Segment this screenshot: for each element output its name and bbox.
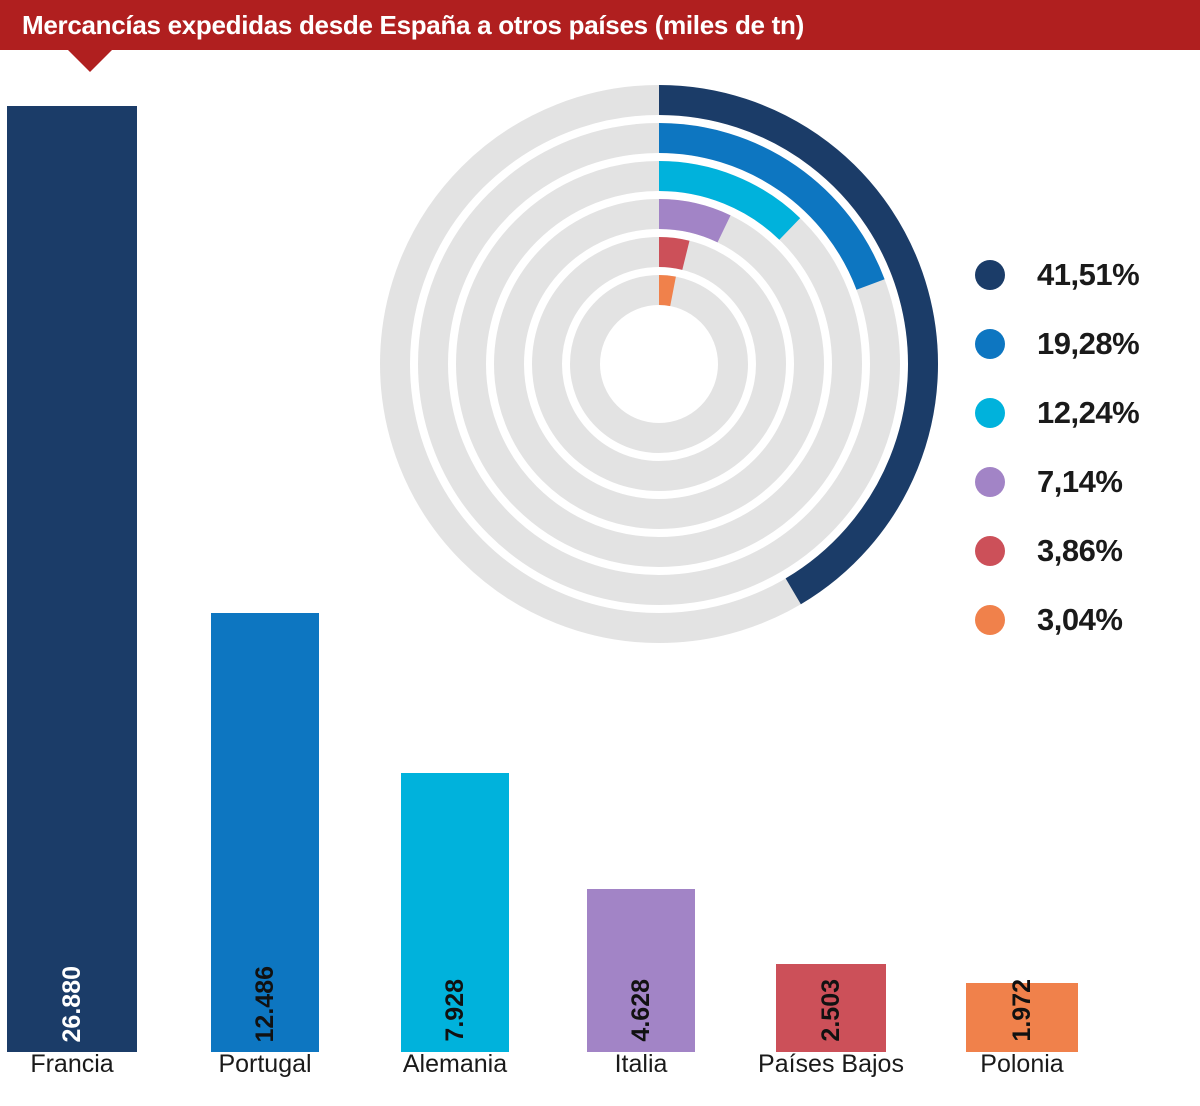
bar-group: 26.880 [7, 106, 137, 1052]
bar-value-wrapper: 26.880 [7, 966, 137, 1042]
bar-group: 1.972 [966, 979, 1078, 1052]
bar-category-label: Países Bajos [758, 1050, 904, 1078]
bar-rect[interactable] [211, 613, 319, 1052]
bar-value-wrapper: 1.972 [966, 979, 1078, 1042]
radial-arc[interactable] [658, 275, 676, 307]
bar-group: 2.503 [776, 964, 886, 1052]
bar-rect[interactable] [401, 773, 509, 1052]
bar-category-label: Alemania [402, 1050, 508, 1078]
legend-item-label: 19,28% [1037, 325, 1140, 361]
legend-color-dot-icon [975, 328, 1005, 359]
radial-arc[interactable] [658, 199, 731, 243]
bar-value-label: 4.628 [626, 979, 655, 1042]
bar-value-wrapper: 12.486 [211, 966, 319, 1042]
legend-item[interactable]: 7,14% [975, 447, 1190, 516]
legend-item[interactable]: 41,51% [975, 240, 1190, 309]
bar-group: 12.486 [211, 613, 319, 1052]
bar-category-label: Francia [30, 1050, 114, 1078]
bar-rect[interactable] [966, 983, 1078, 1052]
legend: 41,51% 19,28% 12,24% 7,14% 3,86% 3,04% [975, 240, 1190, 654]
legend-item-label: 7,14% [1037, 463, 1123, 499]
legend-item[interactable]: 3,86% [975, 516, 1190, 585]
legend-item-label: 3,86% [1037, 532, 1123, 568]
title-notch-decoration [68, 50, 112, 72]
bar-value-label: 7.928 [440, 979, 469, 1042]
chart-stage: 26.880 Francia 12.486 Portugal 7.928 Alemania… [0, 50, 1200, 1106]
legend-color-dot-icon [975, 397, 1005, 428]
bar-group: 4.628 [587, 889, 695, 1052]
legend-item-label: 12,24% [1037, 394, 1140, 430]
bar-category-label: Polonia [980, 1050, 1064, 1078]
legend-color-dot-icon [975, 604, 1005, 635]
legend-item[interactable]: 19,28% [975, 309, 1190, 378]
radial-arc[interactable] [658, 123, 885, 290]
bar-chart: 26.880 Francia 12.486 Portugal 7.928 Alemania… [0, 50, 1200, 1106]
bar-rect[interactable] [7, 106, 137, 1052]
bar-rect[interactable] [776, 964, 886, 1052]
bar-value-label: 26.880 [57, 965, 86, 1042]
bar-value-label: 1.972 [1007, 979, 1036, 1042]
radial-arc-group [658, 85, 938, 605]
radial-arc[interactable] [658, 85, 938, 605]
legend-item[interactable]: 3,04% [975, 585, 1190, 654]
bar-value-wrapper: 7.928 [401, 979, 509, 1042]
bar-value-label: 2.503 [816, 979, 845, 1042]
radial-arc[interactable] [658, 237, 690, 270]
bar-group: 7.928 [401, 773, 509, 1052]
radial-arc[interactable] [658, 161, 801, 240]
bar-rect[interactable] [587, 889, 695, 1052]
bar-category-label: Portugal [218, 1050, 312, 1078]
bar-value-wrapper: 2.503 [776, 979, 886, 1042]
legend-item[interactable]: 12,24% [975, 378, 1190, 447]
legend-color-dot-icon [975, 535, 1005, 566]
bar-value-wrapper: 4.628 [587, 979, 695, 1042]
page-title: Mercancías expedidas desde España a otro… [22, 9, 804, 40]
legend-item-label: 3,04% [1037, 601, 1123, 637]
bar-category-label: Italia [614, 1050, 668, 1078]
title-bar: Mercancías expedidas desde España a otro… [0, 0, 1200, 50]
legend-item-label: 41,51% [1037, 256, 1140, 292]
legend-color-dot-icon [975, 259, 1005, 290]
radial-bar-chart [380, 85, 938, 643]
legend-color-dot-icon [975, 466, 1005, 497]
bar-value-label: 12.486 [250, 965, 279, 1042]
